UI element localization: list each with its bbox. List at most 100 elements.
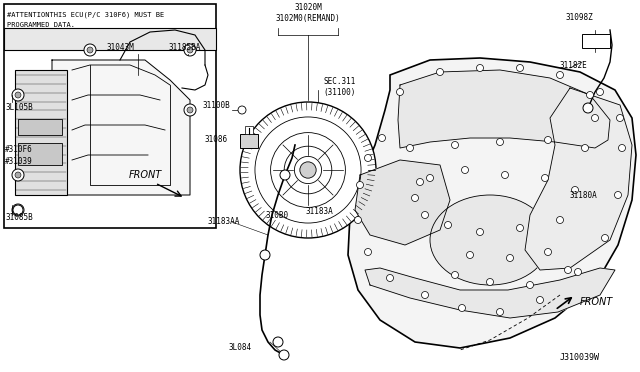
Circle shape: [187, 107, 193, 113]
Circle shape: [412, 195, 419, 202]
Circle shape: [260, 250, 270, 260]
Bar: [18, 119, 62, 135]
Circle shape: [12, 89, 24, 101]
Circle shape: [280, 170, 290, 180]
Polygon shape: [398, 70, 610, 148]
Circle shape: [397, 89, 403, 96]
Circle shape: [12, 204, 24, 216]
Text: FRONT: FRONT: [129, 170, 162, 180]
Bar: [245, 126, 253, 134]
Circle shape: [15, 172, 21, 178]
Circle shape: [15, 207, 21, 213]
Circle shape: [300, 162, 316, 178]
Circle shape: [406, 144, 413, 151]
Text: 31180A: 31180A: [570, 190, 598, 199]
Text: PROGRAMMED DATA.: PROGRAMMED DATA.: [7, 22, 75, 28]
Circle shape: [497, 308, 504, 315]
Circle shape: [355, 217, 362, 224]
Circle shape: [187, 47, 193, 53]
Text: #31039: #31039: [5, 157, 33, 167]
Circle shape: [591, 115, 598, 122]
Circle shape: [461, 167, 468, 173]
Circle shape: [516, 224, 524, 231]
Text: #310F6: #310F6: [5, 145, 33, 154]
Circle shape: [614, 192, 621, 199]
Circle shape: [426, 174, 433, 182]
Text: 31185BA: 31185BA: [169, 43, 201, 52]
Circle shape: [422, 212, 429, 218]
Circle shape: [583, 103, 593, 113]
Circle shape: [387, 275, 394, 282]
Bar: [18, 143, 62, 165]
Circle shape: [497, 138, 504, 145]
Polygon shape: [355, 160, 450, 245]
Text: 31183AA: 31183AA: [208, 218, 241, 227]
Circle shape: [527, 282, 534, 289]
Circle shape: [279, 350, 289, 360]
Text: 31085B: 31085B: [5, 214, 33, 222]
Circle shape: [596, 89, 604, 96]
Circle shape: [582, 144, 589, 151]
Text: 31098Z: 31098Z: [566, 13, 594, 22]
Text: 310B0: 310B0: [265, 211, 288, 219]
Circle shape: [238, 106, 246, 114]
Circle shape: [506, 254, 513, 262]
Circle shape: [467, 251, 474, 259]
Circle shape: [365, 154, 371, 161]
Text: 31183A: 31183A: [306, 208, 333, 217]
Text: J310039W: J310039W: [560, 353, 600, 362]
Circle shape: [557, 71, 563, 78]
Polygon shape: [525, 88, 632, 270]
Text: 31043M: 31043M: [106, 43, 134, 52]
Circle shape: [184, 44, 196, 56]
Circle shape: [451, 272, 458, 279]
Text: SEC.311: SEC.311: [323, 77, 355, 87]
Circle shape: [516, 64, 524, 71]
Circle shape: [545, 248, 552, 256]
Circle shape: [545, 137, 552, 144]
Circle shape: [458, 305, 465, 311]
Bar: [240, 134, 258, 148]
Text: 31100B: 31100B: [202, 102, 230, 110]
Circle shape: [378, 135, 385, 141]
Text: 31020M: 31020M: [294, 3, 322, 13]
Text: 31182E: 31182E: [560, 61, 588, 70]
Circle shape: [84, 44, 96, 56]
Circle shape: [557, 217, 563, 224]
Circle shape: [575, 269, 582, 276]
Circle shape: [436, 68, 444, 76]
Bar: [582, 34, 610, 48]
Text: 3L084: 3L084: [228, 343, 252, 353]
Text: 3102M0(REMAND): 3102M0(REMAND): [276, 13, 340, 22]
Bar: [4, 28, 216, 50]
Circle shape: [365, 248, 371, 256]
Text: 3L105B: 3L105B: [6, 103, 34, 112]
Polygon shape: [52, 60, 190, 195]
Circle shape: [536, 296, 543, 304]
Circle shape: [586, 92, 593, 99]
Circle shape: [541, 174, 548, 182]
Circle shape: [451, 141, 458, 148]
Circle shape: [564, 266, 572, 273]
Circle shape: [602, 234, 609, 241]
Ellipse shape: [430, 195, 550, 285]
Bar: [4, 4, 216, 228]
Circle shape: [572, 186, 579, 193]
Text: (31100): (31100): [323, 87, 355, 96]
Circle shape: [273, 337, 283, 347]
Circle shape: [240, 102, 376, 238]
Circle shape: [417, 179, 424, 186]
Bar: [15, 70, 67, 195]
Circle shape: [477, 64, 483, 71]
Circle shape: [616, 115, 623, 122]
Text: #ATTENTIONTHIS ECU(P/C 310F6) MUST BE: #ATTENTIONTHIS ECU(P/C 310F6) MUST BE: [7, 12, 164, 19]
Circle shape: [184, 104, 196, 116]
Circle shape: [15, 92, 21, 98]
Circle shape: [356, 182, 364, 189]
Text: 31086: 31086: [205, 135, 228, 144]
Circle shape: [618, 144, 625, 151]
Circle shape: [445, 221, 451, 228]
Circle shape: [13, 205, 23, 215]
Text: FRONT: FRONT: [580, 297, 613, 307]
Circle shape: [422, 292, 429, 298]
